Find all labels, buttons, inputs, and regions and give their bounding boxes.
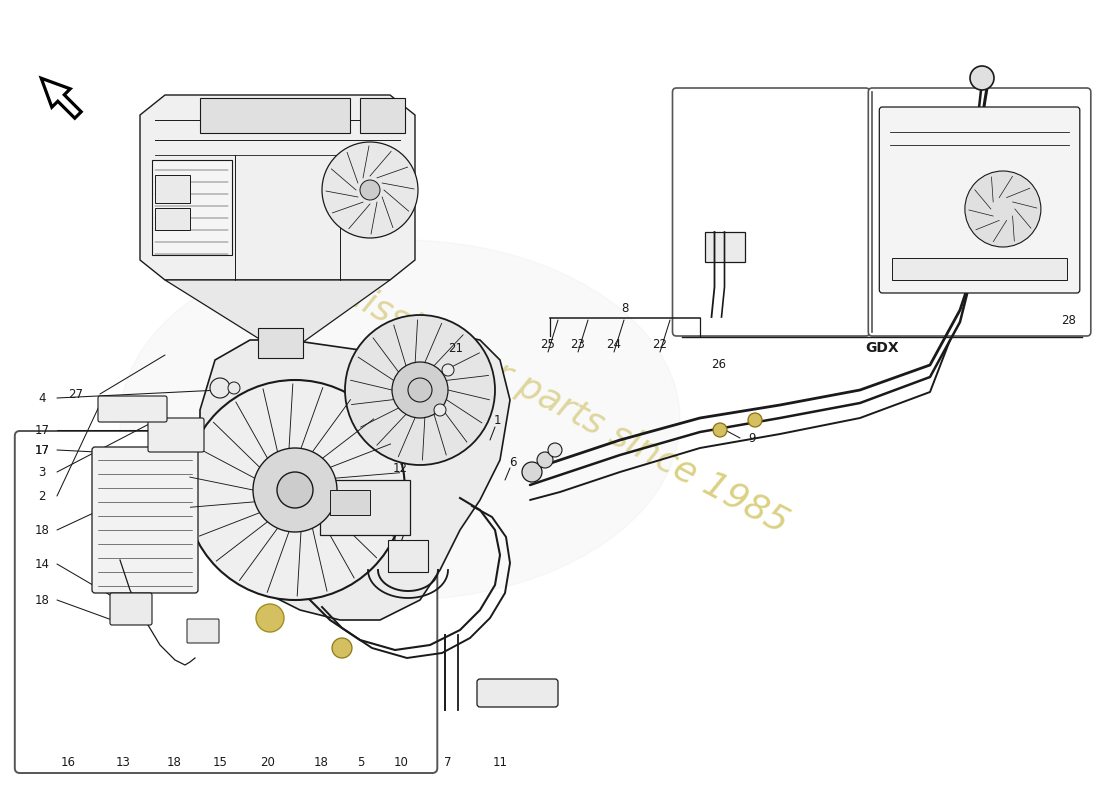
Text: 17: 17 [34,443,50,457]
Text: 15: 15 [212,755,228,769]
Bar [152,160,232,255]
Text: 19: 19 [385,487,399,501]
Text: 6: 6 [509,455,517,469]
Circle shape [210,378,230,398]
Text: GDX: GDX [865,341,899,355]
Circle shape [748,413,762,427]
FancyBboxPatch shape [14,431,438,773]
Circle shape [537,452,553,468]
Circle shape [277,472,313,508]
Text: 1: 1 [493,414,500,426]
Text: 18: 18 [34,523,50,537]
Text: 22: 22 [652,338,668,351]
Bar [388,540,428,572]
Text: 17: 17 [34,443,50,457]
FancyBboxPatch shape [148,418,204,452]
Circle shape [970,66,994,90]
Circle shape [332,638,352,658]
Text: 26: 26 [711,358,726,370]
FancyBboxPatch shape [868,88,1091,336]
Text: 9: 9 [748,431,756,445]
Polygon shape [140,95,415,280]
Text: 3: 3 [39,466,46,478]
Circle shape [442,364,454,376]
Circle shape [392,362,448,418]
FancyBboxPatch shape [187,619,219,643]
Bar [155,208,190,230]
Text: 18: 18 [314,755,329,769]
FancyBboxPatch shape [92,447,198,593]
Circle shape [713,423,727,437]
Bar [892,258,1067,280]
Text: 10: 10 [394,755,409,769]
Text: 12: 12 [393,462,407,474]
Circle shape [408,378,432,402]
Circle shape [228,382,240,394]
FancyBboxPatch shape [477,679,558,707]
FancyBboxPatch shape [110,593,152,625]
Circle shape [253,448,337,532]
Bar [200,98,350,133]
Text: 18: 18 [34,594,50,606]
Text: 23: 23 [571,338,585,351]
Bar [155,175,190,203]
Text: 4: 4 [39,391,46,405]
Text: emission for parts since 1985: emission for parts since 1985 [306,259,794,541]
Bar [330,490,370,515]
Text: 8: 8 [621,302,629,314]
Polygon shape [120,240,680,600]
Circle shape [360,180,379,200]
Bar [320,480,410,535]
Text: 7: 7 [444,755,451,769]
Circle shape [322,142,418,238]
FancyBboxPatch shape [98,396,167,422]
Text: 14: 14 [34,558,50,570]
Text: 24: 24 [606,338,621,351]
Circle shape [185,380,405,600]
Bar [704,232,745,262]
Text: 21: 21 [449,342,463,354]
Text: 17: 17 [34,423,50,437]
Text: 13: 13 [116,755,131,769]
Polygon shape [200,330,510,620]
Circle shape [522,462,542,482]
Circle shape [965,171,1041,247]
Text: 2: 2 [39,490,46,502]
Text: 25: 25 [540,338,556,351]
Circle shape [548,443,562,457]
Polygon shape [165,280,390,355]
Text: 18: 18 [166,755,182,769]
Circle shape [345,315,495,465]
Text: 16: 16 [60,755,76,769]
Text: 5: 5 [358,755,364,769]
Text: 17: 17 [390,534,406,546]
Circle shape [434,404,446,416]
Text: 20: 20 [260,755,275,769]
Text: 28: 28 [1062,314,1076,326]
Bar [258,328,303,358]
Bar [360,98,405,133]
Text: 27: 27 [68,387,84,401]
Circle shape [256,604,284,632]
FancyBboxPatch shape [879,107,1080,293]
FancyBboxPatch shape [672,88,870,336]
Text: 11: 11 [493,755,508,769]
